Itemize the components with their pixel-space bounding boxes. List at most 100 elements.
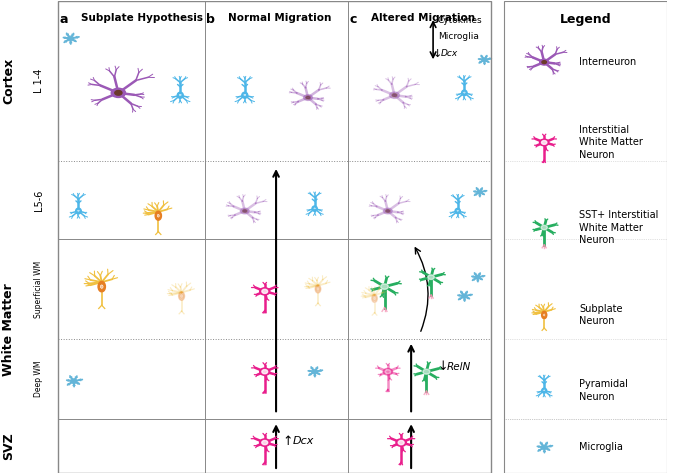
Ellipse shape: [77, 210, 80, 212]
Circle shape: [383, 368, 393, 375]
Text: L5-6: L5-6: [33, 190, 43, 211]
Text: SST+ Interstitial
White Matter
Neuron: SST+ Interstitial White Matter Neuron: [580, 210, 659, 245]
Circle shape: [71, 379, 77, 383]
Ellipse shape: [241, 208, 250, 214]
Circle shape: [541, 445, 547, 449]
Circle shape: [385, 370, 391, 374]
Circle shape: [428, 275, 435, 280]
Ellipse shape: [180, 294, 183, 298]
Ellipse shape: [542, 389, 546, 392]
Ellipse shape: [77, 210, 79, 211]
Ellipse shape: [177, 92, 183, 98]
Ellipse shape: [98, 282, 105, 292]
Text: Legend: Legend: [560, 12, 612, 26]
Ellipse shape: [540, 59, 549, 65]
Text: Microglia: Microglia: [438, 32, 479, 41]
Ellipse shape: [543, 314, 545, 316]
Text: ↓: ↓: [438, 360, 452, 374]
Ellipse shape: [242, 92, 247, 98]
Ellipse shape: [157, 215, 159, 217]
Ellipse shape: [155, 211, 161, 220]
Circle shape: [541, 225, 547, 230]
Ellipse shape: [178, 93, 182, 96]
Text: Superficial WM: Superficial WM: [34, 260, 43, 318]
Circle shape: [477, 190, 482, 194]
Ellipse shape: [313, 207, 316, 210]
Ellipse shape: [317, 288, 319, 290]
Ellipse shape: [456, 210, 459, 212]
Circle shape: [475, 275, 480, 279]
Text: Dcx: Dcx: [441, 49, 458, 58]
Ellipse shape: [541, 226, 547, 229]
Circle shape: [260, 439, 270, 447]
Ellipse shape: [179, 94, 181, 96]
Circle shape: [381, 284, 388, 289]
Text: ↑: ↑: [283, 435, 298, 447]
Circle shape: [396, 439, 406, 447]
Text: Normal Migration: Normal Migration: [228, 12, 332, 22]
Text: Interneuron: Interneuron: [580, 57, 637, 67]
Circle shape: [398, 440, 404, 445]
Ellipse shape: [462, 91, 466, 94]
Circle shape: [540, 139, 549, 146]
Circle shape: [481, 58, 487, 62]
Circle shape: [260, 288, 270, 295]
Ellipse shape: [390, 92, 399, 99]
Ellipse shape: [316, 287, 320, 291]
Ellipse shape: [381, 284, 388, 289]
Ellipse shape: [157, 213, 160, 218]
Circle shape: [542, 141, 547, 145]
Text: Subplate Hypothesis: Subplate Hypothesis: [81, 12, 203, 22]
Ellipse shape: [243, 93, 247, 96]
Text: Subplate
Neuron: Subplate Neuron: [580, 304, 623, 326]
Circle shape: [262, 289, 268, 293]
Text: L 1-4: L 1-4: [33, 69, 43, 93]
Ellipse shape: [314, 208, 315, 209]
Text: Cortex: Cortex: [2, 58, 15, 104]
Text: RelN: RelN: [446, 362, 471, 372]
Text: Pyramidal
Neuron: Pyramidal Neuron: [580, 379, 629, 402]
Ellipse shape: [374, 297, 376, 300]
Ellipse shape: [372, 294, 378, 302]
Circle shape: [461, 294, 467, 298]
Ellipse shape: [315, 285, 321, 293]
Ellipse shape: [76, 208, 81, 214]
Ellipse shape: [115, 91, 122, 95]
Circle shape: [312, 370, 318, 374]
Ellipse shape: [542, 313, 546, 317]
Ellipse shape: [542, 388, 546, 393]
Text: ↓: ↓: [433, 49, 446, 59]
Circle shape: [262, 440, 268, 445]
Ellipse shape: [455, 209, 460, 214]
Ellipse shape: [111, 88, 125, 98]
Ellipse shape: [306, 96, 311, 99]
Ellipse shape: [100, 285, 103, 288]
Ellipse shape: [384, 208, 393, 214]
Ellipse shape: [312, 206, 317, 211]
Circle shape: [260, 368, 270, 375]
Circle shape: [262, 370, 268, 374]
Ellipse shape: [100, 284, 104, 289]
Ellipse shape: [544, 390, 545, 391]
Ellipse shape: [392, 94, 397, 97]
Ellipse shape: [243, 210, 247, 212]
Text: SVZ: SVZ: [2, 432, 15, 460]
Ellipse shape: [428, 275, 435, 279]
Ellipse shape: [244, 94, 245, 96]
Ellipse shape: [542, 61, 546, 64]
Text: Microglia: Microglia: [580, 442, 623, 452]
Text: White Matter: White Matter: [2, 283, 15, 375]
Circle shape: [67, 36, 74, 41]
Text: b: b: [206, 12, 215, 26]
Circle shape: [423, 369, 430, 374]
Text: Interstitial
White Matter
Neuron: Interstitial White Matter Neuron: [580, 125, 643, 160]
Ellipse shape: [178, 292, 184, 301]
Ellipse shape: [373, 296, 376, 301]
Ellipse shape: [462, 90, 467, 96]
Ellipse shape: [457, 210, 458, 211]
Text: Deep WM: Deep WM: [34, 361, 43, 397]
Ellipse shape: [542, 311, 546, 319]
Ellipse shape: [180, 295, 182, 297]
Text: Dcx: Dcx: [293, 436, 314, 446]
Text: Altered Migration: Altered Migration: [371, 12, 475, 22]
